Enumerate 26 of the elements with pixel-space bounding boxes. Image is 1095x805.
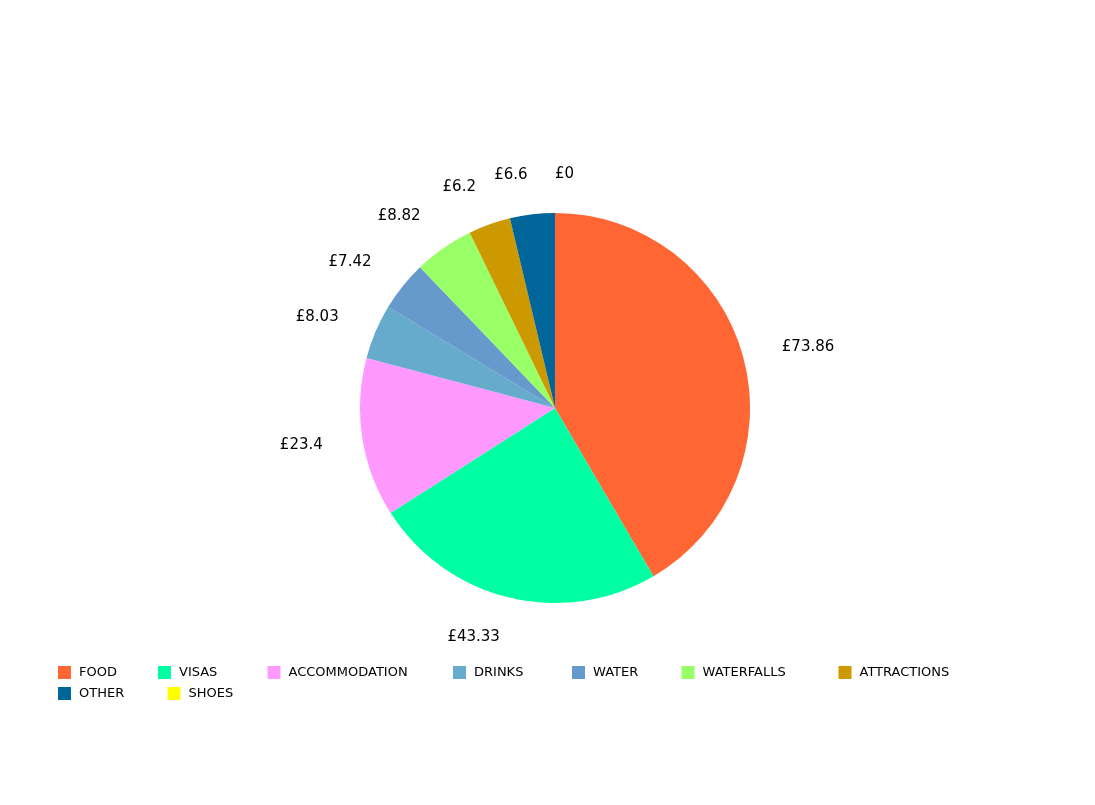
pie-slice <box>420 232 555 408</box>
data-label: £73.86 <box>781 337 835 356</box>
legend-label: ATTRACTIONS <box>859 663 950 679</box>
legend-label: WATER <box>593 663 639 679</box>
legend-label: OTHER <box>79 684 125 700</box>
data-label: £23.4 <box>279 434 323 453</box>
legend-label: DRINKS <box>474 663 524 679</box>
data-label: £7.42 <box>328 251 372 270</box>
legend-label: WATERFALLS <box>702 663 786 679</box>
data-label: £6.6 <box>494 165 528 184</box>
data-label: £43.33 <box>447 626 500 645</box>
pie-slice <box>366 307 555 408</box>
pie-slice <box>469 218 555 408</box>
text: £0 <box>555 163 575 182</box>
legend-label: SHOES <box>188 684 234 700</box>
legend-label: ACCOMMODATION <box>288 663 408 679</box>
pie-slice <box>388 267 555 408</box>
data-label: £8.03 <box>295 306 339 325</box>
legend-label: FOOD <box>79 663 117 679</box>
pie-slice <box>360 357 555 513</box>
pie-slice <box>390 408 654 603</box>
data-label: £8.82 <box>377 205 421 224</box>
pie-slice <box>555 213 750 577</box>
data-label: £6.2 <box>442 177 476 196</box>
legend-label: VISAS <box>179 663 218 679</box>
pie-slice <box>509 213 555 408</box>
